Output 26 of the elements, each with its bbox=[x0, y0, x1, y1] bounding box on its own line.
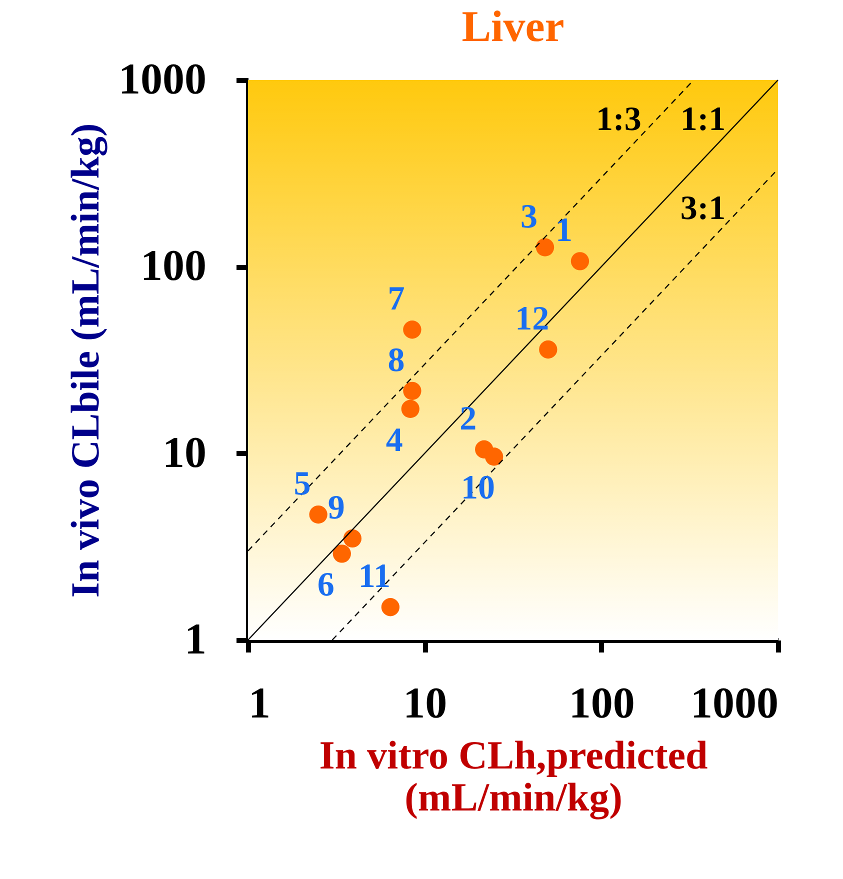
chart-title: Liver bbox=[462, 2, 564, 51]
annotation: 7 bbox=[388, 280, 405, 318]
x-tick-label: 1 bbox=[248, 678, 270, 728]
annotation: 2 bbox=[460, 400, 477, 438]
series-label: 1:1 bbox=[680, 101, 726, 138]
y-tick-label: 1000 bbox=[118, 54, 206, 104]
series-label: 3:1 bbox=[680, 190, 726, 228]
y-tick-label: 100 bbox=[140, 241, 206, 290]
annotation: 11 bbox=[358, 558, 390, 596]
annotation: 5 bbox=[294, 466, 311, 503]
annotation: 3 bbox=[520, 198, 538, 236]
x-axis-title: In vitro CLh,predicted (mL/min/kg) bbox=[319, 732, 708, 820]
annotation: 6 bbox=[317, 566, 334, 604]
x-tick-label: 1000 bbox=[690, 678, 778, 728]
x-tick-label: 10 bbox=[403, 678, 448, 728]
annotation: 12 bbox=[515, 300, 550, 338]
x-tick-label: 100 bbox=[568, 678, 635, 728]
series-label: 1:3 bbox=[596, 101, 642, 138]
annotation: 1 bbox=[555, 212, 572, 250]
y-tick-label: 1 bbox=[184, 614, 206, 664]
y-axis-title: In vivo CLbile (mL/min/kg) bbox=[62, 123, 108, 598]
y-tick-label: 10 bbox=[162, 428, 206, 477]
annotation: 4 bbox=[386, 422, 403, 459]
annotation: 9 bbox=[328, 489, 345, 526]
annotation: 8 bbox=[388, 342, 405, 379]
annotation: 10 bbox=[461, 470, 496, 507]
